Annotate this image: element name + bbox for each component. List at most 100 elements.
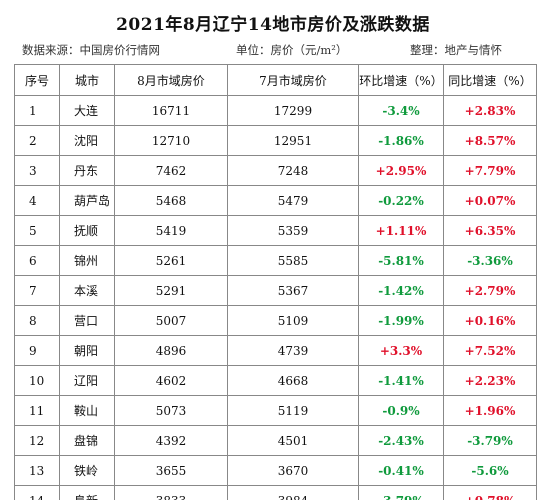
aug-price-cell: 7462	[114, 155, 228, 186]
aug-price-cell: 3833	[114, 485, 228, 500]
mom-growth-cell: +2.95%	[358, 155, 444, 186]
mom-growth-cell: -0.9%	[358, 395, 444, 426]
mom-growth-cell: -0.22%	[358, 185, 444, 216]
yoy-growth-cell: +2.79%	[443, 275, 537, 306]
yoy-growth-cell: +0.16%	[443, 305, 537, 336]
jul-price-cell: 17299	[227, 95, 359, 126]
city-name-cell: 丹东	[59, 155, 115, 186]
table-row: 14阜新38333984-3.79%+0.78%	[14, 485, 537, 500]
aug-price-cell: 5291	[114, 275, 228, 306]
yoy-growth-cell: -5.6%	[443, 455, 537, 486]
row-number-cell: 4	[14, 185, 60, 216]
yoy-growth-cell: +2.83%	[443, 95, 537, 126]
aug-price-cell: 5261	[114, 245, 228, 276]
table-row: 2 沈阳 12710 12951 -1.86% +8.57%	[14, 125, 537, 156]
mom-growth-cell: +3.3%	[358, 335, 444, 366]
yoy-growth-cell: +1.96%	[443, 395, 537, 426]
mom-growth-cell: +1.11%	[358, 215, 444, 246]
city-name-cell: 辽阳	[59, 365, 115, 396]
jul-price-cell: 4501	[227, 425, 359, 456]
jul-price-cell: 5585	[227, 245, 359, 276]
housing-price-table: 序号 城市 8月市域房价 7月市域房价 环比增速（%） 同比增速（%） 1 大连 1…	[14, 64, 537, 500]
row-number-cell: 10	[14, 365, 60, 396]
header-no: 序号	[14, 64, 60, 96]
yoy-growth-cell: +2.23%	[443, 365, 537, 396]
row-number-cell: 5	[14, 215, 60, 246]
yoy-growth-cell: -3.36%	[443, 245, 537, 276]
table-row: 1 大连 16711 17299 -3.4% +2.83%	[14, 95, 537, 126]
mom-growth-cell: -1.86%	[358, 125, 444, 156]
data-source-note: 数据来源：中国房价行情网	[22, 43, 160, 57]
city-name-cell: 葫芦岛	[59, 185, 115, 216]
jul-price-cell: 3984	[227, 485, 359, 500]
mom-growth-cell: -0.41%	[358, 455, 444, 486]
table-row: 5 抚顺 5419 5359 +1.11% +6.35%	[14, 215, 537, 246]
yoy-growth-cell: +0.07%	[443, 185, 537, 216]
table-row: 8 营口 5007 5109 -1.99% +0.16%	[14, 305, 537, 336]
header-city: 城市	[59, 64, 115, 96]
city-name-cell: 铁岭	[59, 455, 115, 486]
mom-growth-cell: -1.41%	[358, 365, 444, 396]
city-name-cell: 阜新	[59, 485, 115, 500]
row-number-cell: 2	[14, 125, 60, 156]
mom-growth-cell: -1.99%	[358, 305, 444, 336]
mom-growth-cell: -5.81%	[358, 245, 444, 276]
aug-price-cell: 4602	[114, 365, 228, 396]
table-row: 7 本溪 5291 5367 -1.42% +2.79%	[14, 275, 537, 306]
yoy-growth-cell: +7.79%	[443, 155, 537, 186]
header-jul-price: 7月市域房价	[227, 64, 359, 96]
table-row: 12 盘锦 4392 4501 -2.43% -3.79%	[14, 425, 537, 456]
row-number-cell: 3	[14, 155, 60, 186]
jul-price-cell: 5479	[227, 185, 359, 216]
city-name-cell: 鞍山	[59, 395, 115, 426]
jul-price-cell: 5119	[227, 395, 359, 426]
aug-price-cell: 12710	[114, 125, 228, 156]
page-title: 2021年8月辽宁14地市房价及涨跌数据	[116, 15, 430, 35]
yoy-growth-cell: -3.79%	[443, 425, 537, 456]
row-number-cell: 14	[14, 485, 60, 500]
table-row: 11 鞍山 5073 5119 -0.9% +1.96%	[14, 395, 537, 426]
city-name-cell: 大连	[59, 95, 115, 126]
aug-price-cell: 5468	[114, 185, 228, 216]
row-number-cell: 13	[14, 455, 60, 486]
aug-price-cell: 5419	[114, 215, 228, 246]
jul-price-cell: 7248	[227, 155, 359, 186]
table-row: 6 锦州 5261 5585 -5.81% -3.36%	[14, 245, 537, 276]
jul-price-cell: 5367	[227, 275, 359, 306]
table-row: 3 丹东 7462 7248 +2.95% +7.79%	[14, 155, 537, 186]
aug-price-cell: 5073	[114, 395, 228, 426]
header-aug-price: 8月市域房价	[114, 64, 228, 96]
city-name-cell: 盘锦	[59, 425, 115, 456]
mom-growth-cell: -3.79%	[358, 485, 444, 500]
city-name-cell: 营口	[59, 305, 115, 336]
city-name-cell: 沈阳	[59, 125, 115, 156]
header-yoy-growth: 同比增速（%）	[443, 64, 537, 96]
table-body: 1 大连 16711 17299 -3.4% +2.83% 2 沈阳 12710 12951 -1.…	[14, 95, 537, 500]
city-name-cell: 朝阳	[59, 335, 115, 366]
jul-price-cell: 4668	[227, 365, 359, 396]
table-row: 10 辽阳 4602 4668 -1.41% +2.23%	[14, 365, 537, 396]
jul-price-cell: 5109	[227, 305, 359, 336]
organizer-note: 整理：地产与情怀	[410, 43, 502, 57]
yoy-growth-cell: +0.78%	[443, 485, 537, 500]
aug-price-cell: 4896	[114, 335, 228, 366]
row-number-cell: 12	[14, 425, 60, 456]
row-number-cell: 8	[14, 305, 60, 336]
city-name-cell: 本溪	[59, 275, 115, 306]
row-number-cell: 7	[14, 275, 60, 306]
mom-growth-cell: -3.4%	[358, 95, 444, 126]
mom-growth-cell: -1.42%	[358, 275, 444, 306]
city-name-cell: 锦州	[59, 245, 115, 276]
table-row: 13 铁岭 3655 3670 -0.41% -5.6%	[14, 455, 537, 486]
aug-price-cell: 5007	[114, 305, 228, 336]
row-number-cell: 6	[14, 245, 60, 276]
table-header: 序号 城市 8月市域房价 7月市域房价 环比增速（%） 同比增速（%）	[14, 64, 537, 96]
yoy-growth-cell: +6.35%	[443, 215, 537, 246]
jul-price-cell: 3670	[227, 455, 359, 486]
jul-price-cell: 12951	[227, 125, 359, 156]
table-row: 9 朝阳 4896 4739 +3.3% +7.52%	[14, 335, 537, 366]
city-name-cell: 抚顺	[59, 215, 115, 246]
aug-price-cell: 4392	[114, 425, 228, 456]
jul-price-cell: 5359	[227, 215, 359, 246]
